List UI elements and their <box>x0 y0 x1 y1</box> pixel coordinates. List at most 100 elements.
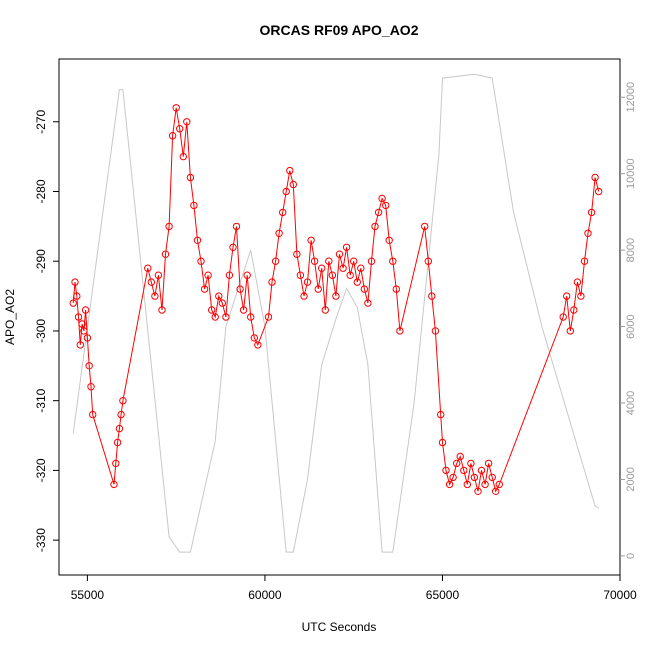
data-point <box>470 473 479 482</box>
data-point <box>250 334 259 342</box>
data-point <box>147 278 156 286</box>
data-point <box>289 180 297 189</box>
chart-title: ORCAS RF09 APO_AO2 <box>260 22 419 38</box>
data-point <box>445 480 454 489</box>
data-point <box>371 222 379 231</box>
data-point <box>168 132 177 140</box>
data-point <box>73 292 81 300</box>
data-point <box>328 271 337 279</box>
data-point <box>325 257 333 265</box>
data-point <box>81 306 90 314</box>
data-point <box>80 327 88 335</box>
data-point <box>225 271 234 279</box>
data-point <box>580 257 589 265</box>
data-point <box>570 306 578 314</box>
data-point <box>264 313 273 321</box>
x-axis-label: UTC Seconds <box>302 620 377 634</box>
x-tick-label: 60000 <box>248 588 282 602</box>
y2-tick-label: 6000 <box>625 314 637 338</box>
data-point <box>437 410 445 419</box>
data-point <box>275 229 283 238</box>
plot-frame <box>58 58 621 576</box>
data-point <box>112 459 120 468</box>
data-point <box>353 278 361 286</box>
data-point <box>463 480 471 489</box>
secondary-series-line <box>72 73 599 553</box>
data-point <box>364 299 372 307</box>
data-point <box>158 306 166 314</box>
data-point <box>563 292 571 300</box>
data-point <box>151 292 159 300</box>
data-point <box>346 271 354 279</box>
data-point <box>396 327 404 335</box>
data-point <box>279 208 287 217</box>
data-point <box>282 187 290 196</box>
data-point <box>488 473 496 482</box>
data-point <box>296 271 305 279</box>
data-point <box>71 278 79 286</box>
data-point <box>577 292 585 300</box>
x-tick-label: 70000 <box>603 588 637 602</box>
data-point <box>176 125 184 133</box>
y2-tick-label: 8000 <box>625 238 637 262</box>
data-point <box>69 299 77 307</box>
data-point <box>467 459 475 468</box>
y2-tick-label: 10000 <box>625 158 637 189</box>
data-point <box>357 264 365 272</box>
y-tick-label: -320 <box>34 458 48 482</box>
data-point <box>83 334 92 342</box>
data-point <box>74 313 83 321</box>
x-tick-label: 55000 <box>71 588 105 602</box>
data-point <box>428 292 436 300</box>
data-point <box>87 383 95 391</box>
data-point <box>78 320 86 328</box>
data-point <box>236 285 244 293</box>
data-point <box>378 194 386 203</box>
data-point <box>76 341 85 349</box>
data-point <box>183 118 191 126</box>
y2-tick-label: 12000 <box>625 82 637 113</box>
data-point <box>385 236 393 245</box>
data-point <box>115 424 124 433</box>
data-point <box>204 271 212 279</box>
y2-tick-label: 2000 <box>625 467 637 491</box>
secondary-series <box>72 73 599 553</box>
data-point <box>559 313 567 321</box>
data-point <box>392 285 400 293</box>
y2-tick-label: 4000 <box>625 391 637 415</box>
data-point <box>374 208 383 217</box>
y2-axis: 0 2000 4000 6000 8000 10000 12000 <box>620 82 637 559</box>
data-point <box>591 173 599 182</box>
data-point <box>200 285 209 293</box>
data-point <box>587 208 596 217</box>
y-tick-label: -280 <box>34 179 48 203</box>
data-point <box>453 459 461 468</box>
data-point <box>247 313 255 321</box>
data-point <box>460 466 468 475</box>
data-point <box>113 438 122 447</box>
data-point <box>449 473 457 482</box>
data-point <box>495 480 503 489</box>
data-point <box>144 264 152 272</box>
data-point <box>286 166 294 175</box>
data-point <box>215 292 223 300</box>
y-tick-label: -300 <box>34 319 48 343</box>
data-point <box>229 243 237 252</box>
data-point <box>154 271 163 279</box>
data-point <box>119 397 127 405</box>
data-point <box>431 327 440 335</box>
data-point <box>300 292 308 300</box>
data-point <box>208 306 216 314</box>
data-point <box>110 480 118 489</box>
data-point <box>211 313 219 321</box>
data-point <box>314 285 322 293</box>
data-point <box>293 250 301 258</box>
data-point <box>179 152 188 161</box>
data-point <box>318 264 326 272</box>
data-point <box>421 222 429 231</box>
data-point <box>332 292 340 300</box>
data-point <box>268 278 276 286</box>
data-point <box>442 466 450 475</box>
data-point <box>243 271 251 279</box>
